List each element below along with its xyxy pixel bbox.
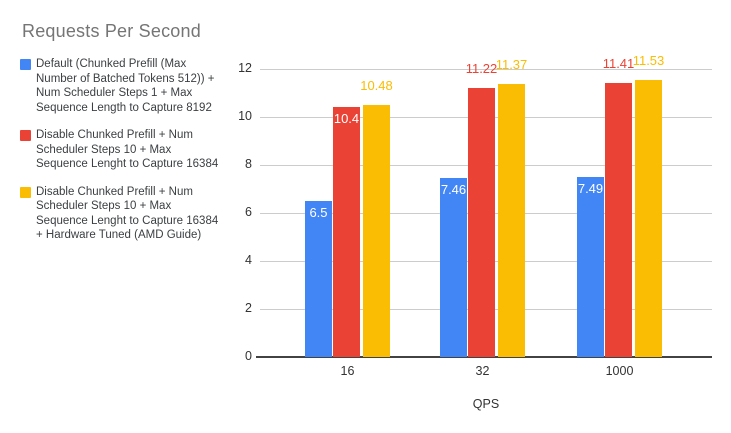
bar-blue-16[interactable]	[305, 201, 332, 357]
bar-blue-1000[interactable]	[577, 177, 604, 357]
bar-value-label: 11.53	[632, 53, 665, 69]
y-axis-tick-label: 10	[238, 109, 252, 123]
bar-red-16[interactable]	[333, 107, 360, 357]
y-axis-tick-label: 4	[245, 253, 252, 267]
y-axis-tick-label: 2	[245, 301, 252, 315]
legend-swatch-yellow	[20, 186, 31, 198]
legend-item-disable-chunked-prefill-hardware-tuned[interactable]: Disable Chunked Prefill + Num Scheduler …	[20, 185, 226, 243]
x-axis-tick-label: 32	[475, 364, 490, 378]
legend-label: Default (Chunked Prefill (Max Number of …	[36, 58, 215, 114]
legend-item-disable-chunked-prefill[interactable]: Disable Chunked Prefill + Num Scheduler …	[20, 128, 226, 172]
bar-blue-32[interactable]	[440, 177, 467, 357]
legend-swatch-blue	[20, 59, 31, 70]
bar-value-label: 10.4	[333, 111, 360, 127]
y-axis-tick-label: 6	[245, 205, 252, 219]
gridline	[260, 68, 712, 70]
legend-item-default-chunked-prefill[interactable]: Default (Chunked Prefill (Max Number of …	[20, 57, 226, 115]
bar-red-32[interactable]	[468, 87, 495, 357]
legend-label: Disable Chunked Prefill + Num Scheduler …	[36, 185, 219, 242]
bar-value-label: 11.37	[495, 57, 528, 73]
legend-label: Disable Chunked Prefill + Num Scheduler …	[36, 129, 219, 170]
bar-red-1000[interactable]	[605, 83, 632, 357]
bar-value-label: 7.46	[440, 181, 467, 197]
y-axis-tick-label: 8	[245, 157, 252, 171]
chart-legend: Default (Chunked Prefill (Max Number of …	[20, 57, 226, 256]
bar-value-label: 6.5	[309, 205, 328, 220]
x-axis-line	[256, 356, 712, 358]
bar-yellow-1000[interactable]	[635, 80, 662, 357]
bar-value-label: 7.49	[577, 181, 604, 197]
x-axis-title: QPS	[472, 397, 500, 411]
plot-area: 6.5 7.46 7.49 10.4 11.22 11.41 10.48 11.37 11.53	[256, 53, 712, 358]
x-axis-tick-label: 1000	[605, 364, 634, 378]
bar-value-label: 11.41	[602, 56, 635, 72]
bar-value-label: 11.22	[465, 60, 498, 76]
bar-value-label: 10.48	[360, 78, 393, 94]
legend-swatch-red	[20, 130, 31, 141]
y-axis-tick-label: 12	[238, 61, 252, 75]
bar-yellow-16[interactable]	[363, 105, 390, 357]
bar-yellow-32[interactable]	[498, 84, 525, 357]
chart-title: Requests Per Second	[22, 21, 201, 41]
x-axis-tick-label: 16	[340, 364, 355, 378]
y-axis-tick-label: 0	[245, 349, 252, 363]
